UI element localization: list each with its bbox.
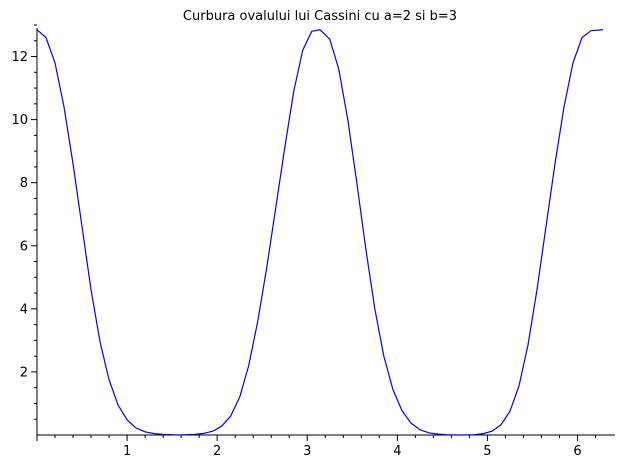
y-tick-label: 10: [11, 113, 28, 128]
x-tick-label: 6: [573, 444, 581, 459]
y-tick-label: 6: [20, 239, 28, 254]
y-tick-label: 8: [20, 176, 28, 191]
chart-title: Curbura ovalului lui Cassini cu a=2 si b…: [183, 9, 457, 24]
y-tick-label: 2: [20, 365, 28, 380]
series-line: [36, 29, 604, 436]
x-tick-label: 2: [213, 444, 221, 459]
y-tick-label: 12: [11, 50, 28, 65]
y-tick-label: 4: [20, 302, 28, 317]
plot-area: [36, 29, 604, 436]
x-tick-label: 4: [393, 444, 401, 459]
x-tick-label: 3: [303, 444, 311, 459]
x-tick-label: 5: [483, 444, 491, 459]
x-tick-label: 1: [123, 444, 131, 459]
